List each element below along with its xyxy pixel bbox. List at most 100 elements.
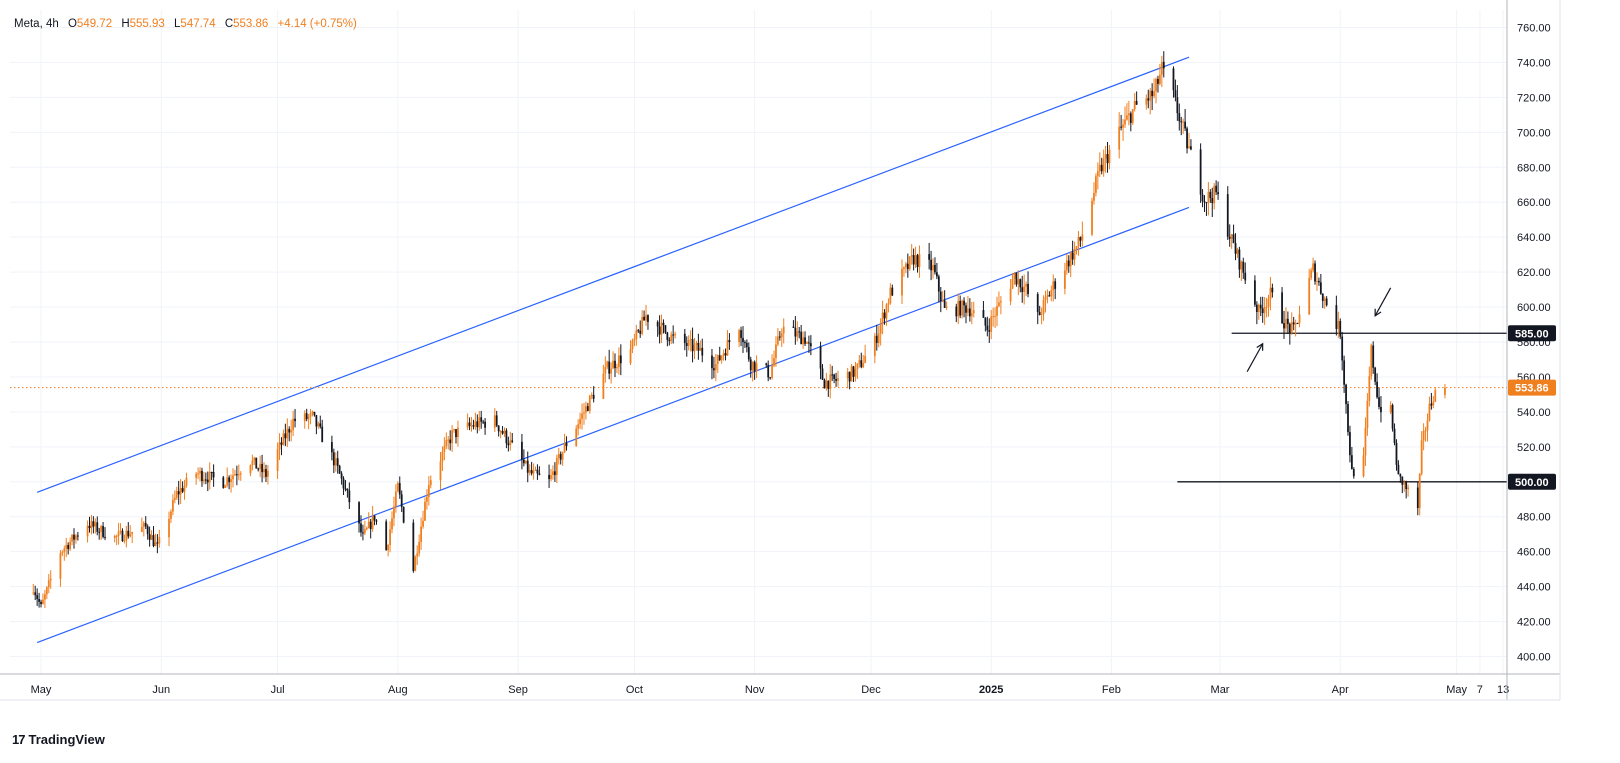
candle-body — [1378, 397, 1380, 407]
tradingview-brand[interactable]: 17 TradingView — [12, 732, 105, 747]
candle-body — [470, 425, 473, 427]
candle-body — [1147, 98, 1150, 101]
interval-label[interactable]: 4h — [45, 18, 59, 30]
candle-body — [658, 326, 661, 335]
candle-body — [614, 360, 616, 369]
candle-body — [113, 536, 116, 538]
candle — [1230, 233, 1233, 249]
candle-body — [142, 522, 145, 527]
candle-body — [645, 315, 647, 321]
candle-body — [1205, 202, 1208, 204]
candle-body — [420, 526, 422, 542]
candle — [753, 360, 756, 380]
candle-body — [617, 355, 620, 368]
candle-body — [906, 263, 909, 270]
candle — [963, 297, 965, 318]
candle — [1069, 251, 1072, 278]
candle — [1046, 289, 1049, 304]
price-badge-text: 500.00 — [1515, 477, 1549, 489]
candle — [1205, 202, 1208, 216]
candle — [1232, 224, 1235, 244]
candle — [1073, 241, 1076, 266]
candle-body — [1380, 406, 1382, 413]
candle — [1403, 479, 1406, 492]
candle-body — [346, 488, 349, 491]
candle — [755, 355, 758, 379]
candle — [885, 303, 888, 326]
candle-body — [115, 535, 118, 537]
candle — [123, 534, 126, 544]
candle — [1160, 55, 1163, 88]
candle — [557, 447, 560, 465]
candle-body — [662, 322, 665, 326]
candle-body — [550, 475, 552, 480]
candle-body — [181, 488, 184, 492]
candle-body — [334, 458, 337, 466]
candle — [346, 488, 349, 498]
candle-body — [171, 499, 174, 512]
high-value: 555.93 — [129, 18, 165, 30]
candle-body — [691, 339, 694, 352]
candle-body — [360, 523, 362, 533]
candle — [1391, 403, 1394, 432]
candle — [201, 467, 203, 487]
candle — [1038, 305, 1041, 316]
candle-body — [751, 361, 754, 371]
candle — [804, 331, 806, 347]
candle — [999, 296, 1002, 315]
candle-body — [887, 303, 890, 305]
candle-body — [1426, 420, 1429, 431]
candle-body — [1434, 390, 1437, 402]
candle — [606, 360, 609, 370]
arrow-head — [1374, 308, 1382, 317]
candle — [1019, 278, 1022, 293]
candle — [503, 427, 506, 437]
y-tick-label: 420.00 — [1517, 617, 1551, 629]
candle-body — [577, 424, 580, 429]
candle — [583, 403, 585, 425]
candle — [1372, 341, 1375, 374]
candle-body — [689, 339, 692, 341]
candle — [1122, 119, 1124, 141]
candle — [614, 353, 616, 378]
candle — [586, 402, 589, 412]
candle — [631, 338, 634, 354]
candle-body — [509, 440, 512, 446]
candle-body — [1325, 298, 1328, 306]
candle-body — [315, 415, 318, 427]
candle — [104, 527, 106, 541]
candle — [1341, 331, 1344, 371]
candle-body — [1403, 482, 1406, 485]
candle-body — [317, 423, 320, 427]
candle-body — [809, 343, 812, 347]
high-label: H — [121, 18, 130, 30]
candle — [49, 570, 52, 589]
candle-body — [592, 394, 595, 399]
candle-body — [394, 491, 397, 507]
candle — [451, 425, 454, 452]
candle-body — [1023, 286, 1026, 292]
candle-body — [1038, 312, 1041, 315]
candle — [1397, 460, 1400, 475]
candle — [664, 325, 667, 335]
candle-body — [792, 326, 795, 328]
candle-body — [1091, 200, 1093, 235]
candle — [1426, 413, 1429, 442]
candle — [1190, 139, 1192, 151]
candle — [943, 290, 946, 308]
candle — [1337, 311, 1340, 338]
symbol-name[interactable]: Meta — [14, 18, 40, 30]
candle — [321, 419, 324, 443]
candle-body — [1017, 279, 1020, 285]
candle-body — [998, 302, 1000, 307]
candle — [561, 451, 564, 466]
candle — [1316, 272, 1318, 291]
candle-body — [1151, 90, 1154, 97]
candle — [1213, 183, 1216, 210]
candle — [311, 410, 314, 417]
candle — [1155, 77, 1157, 104]
candle-body — [507, 443, 510, 446]
symbol-legend: Meta, 4h O549.72 H555.93 L547.74 C553.86… — [14, 18, 357, 30]
